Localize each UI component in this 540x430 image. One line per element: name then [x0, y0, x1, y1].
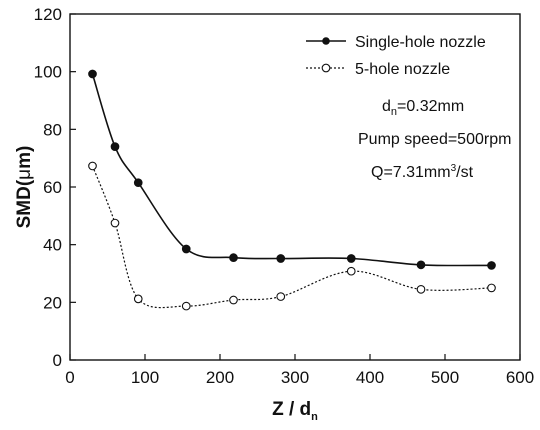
data-point-5-hole — [346, 266, 356, 276]
data-point-5-hole — [416, 285, 426, 294]
data-point-single-hole — [276, 254, 286, 263]
series-group — [88, 69, 496, 311]
y-axis-title: SMD(μm) — [14, 146, 35, 229]
data-point-single-hole — [88, 69, 97, 79]
x-tick-label: 100 — [131, 368, 159, 387]
legend-marker-single-hole — [322, 37, 330, 45]
y-tick-label: 100 — [34, 63, 62, 82]
annotation-nozzle-diameter: dn=0.32mm — [382, 98, 464, 118]
plot-area — [69, 13, 521, 361]
y-tick-label: 40 — [43, 236, 62, 255]
data-point-single-hole — [181, 244, 191, 254]
x-tick-label: 600 — [506, 368, 534, 387]
y-tick-label: 20 — [43, 293, 62, 312]
y-tick-label: 60 — [43, 178, 62, 197]
x-tick-label: 300 — [281, 368, 309, 387]
x-axis-title: Z / dn — [272, 399, 318, 423]
data-point-single-hole — [346, 254, 356, 263]
data-point-single-hole — [487, 261, 496, 270]
data-point-5-hole — [110, 218, 120, 228]
legend: Single-hole nozzle 5-hole nozzle — [306, 34, 486, 78]
data-point-single-hole — [229, 253, 238, 262]
legend-marker-5-hole — [321, 63, 331, 73]
data-point-single-hole — [416, 260, 426, 270]
annotation-injection-quantity: Q=7.31mm3/st — [371, 163, 474, 181]
tick-group: 0 100 200 300 400 500 600 0 20 40 60 80 100 120 — [34, 5, 535, 387]
data-point-single-hole — [110, 142, 120, 151]
data-point-5-hole — [229, 295, 238, 305]
data-point-5-hole — [276, 292, 286, 301]
legend-label-5-hole: 5-hole nozzle — [355, 61, 450, 78]
data-point-5-hole — [88, 161, 97, 171]
data-point-5-hole — [133, 294, 143, 304]
x-tick-label: 400 — [356, 368, 384, 387]
data-point-single-hole — [133, 178, 143, 188]
data-point-5-hole — [181, 301, 191, 311]
x-tick-label: 200 — [206, 368, 234, 387]
data-point-5-hole — [487, 283, 496, 293]
series-line-5-hole — [91, 165, 492, 309]
y-tick-label: 120 — [34, 5, 62, 24]
y-tick-label: 0 — [53, 351, 62, 370]
legend-label-single-hole: Single-hole nozzle — [355, 34, 486, 51]
annotation-pump-speed: Pump speed=500rpm — [358, 131, 511, 148]
x-tick-label: 500 — [431, 368, 459, 387]
x-tick-label: 0 — [65, 368, 74, 387]
y-tick-label: 80 — [43, 120, 62, 139]
